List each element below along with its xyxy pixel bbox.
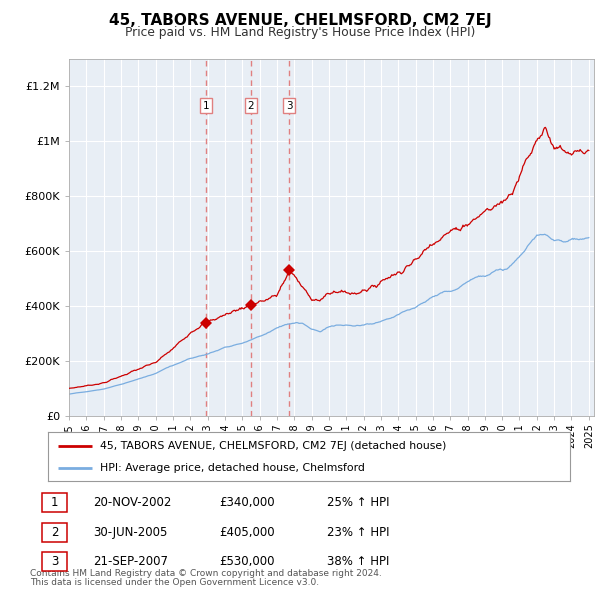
Text: 3: 3 [51, 555, 58, 568]
Text: 21-SEP-2007: 21-SEP-2007 [93, 555, 168, 568]
Text: HPI: Average price, detached house, Chelmsford: HPI: Average price, detached house, Chel… [100, 463, 365, 473]
Text: 45, TABORS AVENUE, CHELMSFORD, CM2 7EJ (detached house): 45, TABORS AVENUE, CHELMSFORD, CM2 7EJ (… [100, 441, 446, 451]
Text: £340,000: £340,000 [219, 496, 275, 509]
Text: £405,000: £405,000 [219, 526, 275, 539]
Text: 30-JUN-2005: 30-JUN-2005 [93, 526, 167, 539]
Text: 38% ↑ HPI: 38% ↑ HPI [327, 555, 389, 568]
Text: 20-NOV-2002: 20-NOV-2002 [93, 496, 172, 509]
Text: This data is licensed under the Open Government Licence v3.0.: This data is licensed under the Open Gov… [30, 578, 319, 587]
Text: 23% ↑ HPI: 23% ↑ HPI [327, 526, 389, 539]
Text: 25% ↑ HPI: 25% ↑ HPI [327, 496, 389, 509]
Text: 1: 1 [51, 496, 58, 509]
Text: 2: 2 [51, 526, 58, 539]
Text: 45, TABORS AVENUE, CHELMSFORD, CM2 7EJ: 45, TABORS AVENUE, CHELMSFORD, CM2 7EJ [109, 13, 491, 28]
Text: 3: 3 [286, 101, 293, 111]
Text: Contains HM Land Registry data © Crown copyright and database right 2024.: Contains HM Land Registry data © Crown c… [30, 569, 382, 578]
Text: £530,000: £530,000 [219, 555, 275, 568]
Text: 2: 2 [248, 101, 254, 111]
Text: 1: 1 [202, 101, 209, 111]
Text: Price paid vs. HM Land Registry's House Price Index (HPI): Price paid vs. HM Land Registry's House … [125, 26, 475, 39]
